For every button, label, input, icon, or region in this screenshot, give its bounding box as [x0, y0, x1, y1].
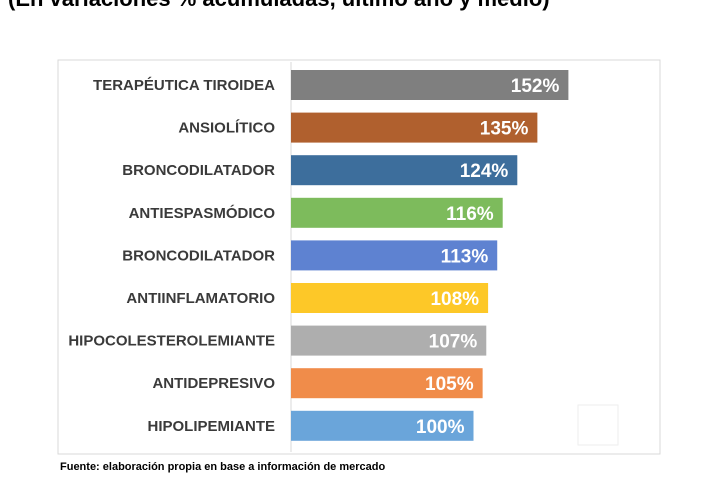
category-label: TERAPÉUTICA TIROIDEA — [93, 77, 275, 94]
bar — [291, 410, 474, 441]
data-label: 105% — [425, 374, 474, 395]
data-label: 113% — [441, 246, 489, 267]
bar — [291, 155, 518, 186]
bar — [291, 283, 489, 313]
chart-subtitle: (En variaciones % acumuladas, último año… — [8, 0, 550, 12]
category-label: ANSIOLÍTICO — [178, 120, 275, 137]
category-label: ANTIDEPRESIVO — [152, 375, 275, 392]
bar — [291, 240, 498, 271]
bar — [291, 197, 503, 228]
category-label: ANTIINFLAMATORIO — [126, 290, 275, 307]
bar — [291, 368, 483, 399]
legend-box — [577, 404, 619, 446]
data-label: 135% — [480, 119, 529, 140]
data-label: 152% — [511, 76, 560, 97]
category-label: ANTIESPASMÓDICO — [129, 204, 276, 222]
category-label: HIPOLIPEMIANTE — [147, 418, 275, 435]
data-label: 124% — [460, 161, 509, 182]
bar — [291, 70, 569, 100]
bars-layer: TERAPÉUTICA TIROIDEA 152% ANSIOLÍTICO 135% B… — [68, 70, 569, 441]
data-label: 108% — [430, 289, 479, 310]
source-note: Fuente: elaboración propia en base a inf… — [60, 461, 386, 473]
bar — [291, 325, 487, 356]
data-label: 107% — [429, 332, 478, 353]
bar — [291, 112, 538, 143]
category-label: HIPOCOLESTEROLEMIANTE — [68, 333, 275, 350]
category-label: BRONCODILATADOR — [122, 247, 275, 264]
category-label: BRONCODILATADOR — [122, 162, 275, 179]
data-label: 116% — [446, 204, 494, 225]
data-label: 100% — [416, 417, 465, 438]
